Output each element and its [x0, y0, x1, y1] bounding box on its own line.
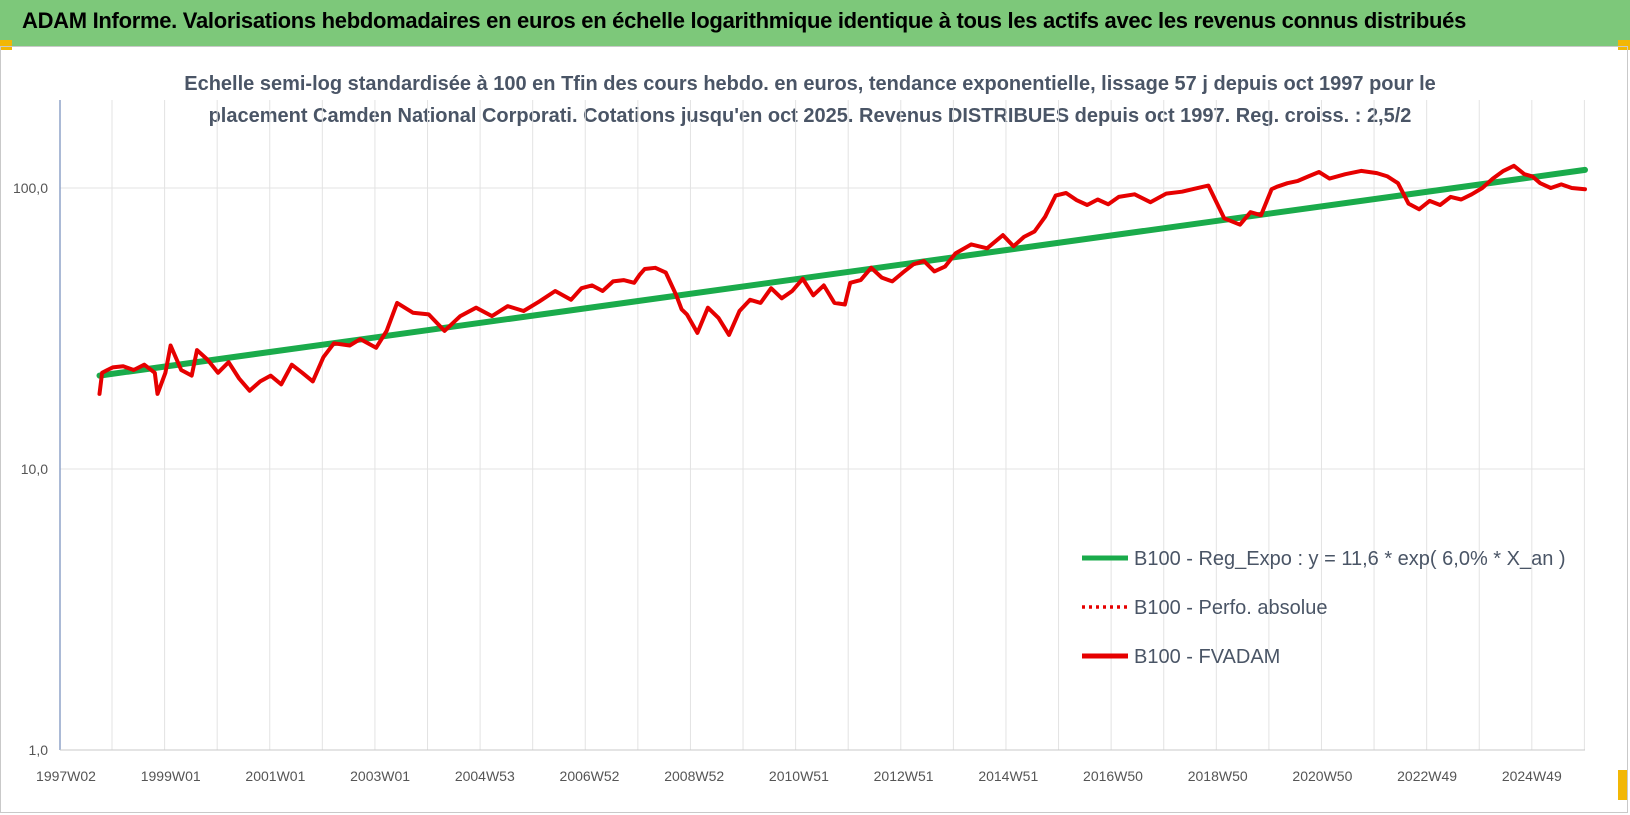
x-tick-label: 2024W49	[1502, 768, 1562, 784]
series-line-regression	[96, 166, 1588, 379]
y-tick-label: 1,0	[29, 742, 49, 758]
x-tick-label: 2020W50	[1292, 768, 1352, 784]
legend-entry: B100 - FVADAM	[1134, 646, 1280, 668]
x-tick-label: 2014W51	[978, 768, 1038, 784]
corner-marker-right	[1618, 40, 1630, 50]
legend-entry: B100 - Perfo. absolue	[1134, 597, 1327, 619]
chart-title-line-1: Echelle semi-log standardisée à 100 en T…	[184, 73, 1436, 95]
x-tick-label: 2003W01	[350, 768, 410, 784]
header-banner: ADAM Informe. Valorisations hebdomadaire…	[0, 0, 1630, 46]
corner-marker-left	[0, 40, 12, 50]
series-line-fvadam	[97, 163, 1587, 396]
page-title: ADAM Informe. Valorisations hebdomadaire…	[22, 8, 1467, 33]
x-tick-label: 2008W52	[664, 768, 724, 784]
x-tick-label: 2012W51	[874, 768, 934, 784]
x-tick-label: 2018W50	[1188, 768, 1248, 784]
chart-frame	[0, 46, 1628, 813]
x-tick-label: 2010W51	[769, 768, 829, 784]
y-tick-label: 100,0	[13, 180, 48, 196]
x-tick-label: 2016W50	[1083, 768, 1143, 784]
x-tick-label: 2022W49	[1397, 768, 1457, 784]
y-tick-label: 10,0	[21, 461, 48, 477]
x-tick-label: 1997W02	[36, 768, 96, 784]
x-tick-label: 1999W01	[141, 768, 201, 784]
corner-marker-bottom-right	[1618, 770, 1628, 800]
x-tick-label: 2004W53	[455, 768, 515, 784]
x-tick-label: 2006W52	[560, 768, 620, 784]
legend-entry: B100 - Reg_Expo : y = 11,6 * exp( 6,0% *…	[1134, 548, 1566, 570]
x-tick-label: 2001W01	[245, 768, 305, 784]
